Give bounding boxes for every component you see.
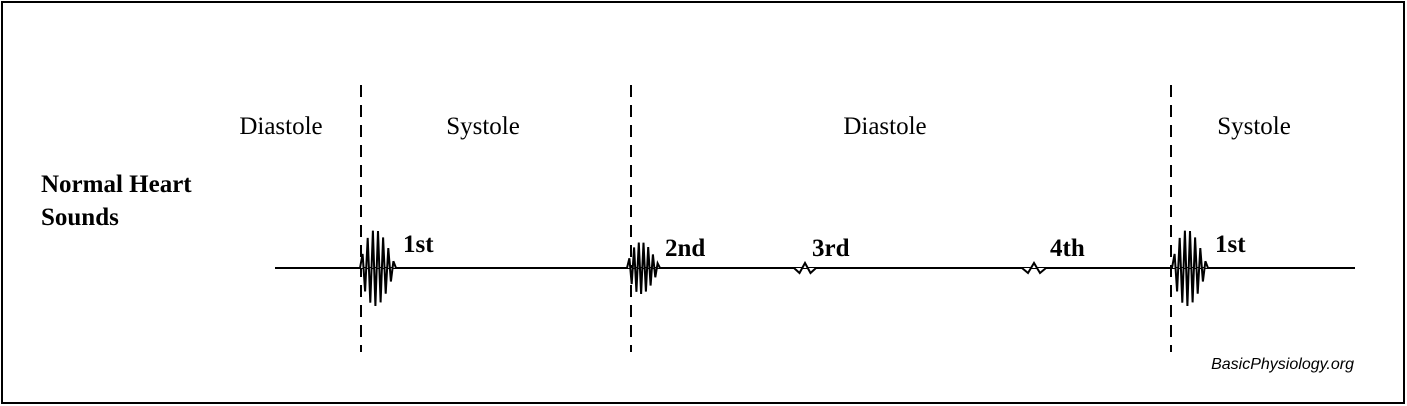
phase-label-diastole-1: Diastole <box>239 113 322 140</box>
sound-label-s1-repeat: 1st <box>1215 231 1246 258</box>
credit-text: BasicPhysiology.org <box>1211 356 1354 373</box>
first-heart-sound-wave-repeat <box>1171 230 1209 307</box>
third-heart-sound-wave <box>793 260 817 275</box>
title-line-1: Normal Heart <box>41 171 192 198</box>
second-heart-sound-wave <box>626 242 661 295</box>
sound-label-s1: 1st <box>403 231 434 258</box>
sound-label-s4: 4th <box>1050 235 1085 262</box>
sound-label-s2: 2nd <box>665 235 705 262</box>
first-heart-sound-wave <box>359 230 397 307</box>
phase-label-systole-1: Systole <box>446 113 520 140</box>
fourth-heart-sound-wave <box>1021 261 1047 275</box>
phase-label-systole-2: Systole <box>1217 113 1291 140</box>
title-line-2: Sounds <box>41 204 119 231</box>
phase-label-diastole-2: Diastole <box>843 113 926 140</box>
sound-label-s3: 3rd <box>812 235 850 262</box>
